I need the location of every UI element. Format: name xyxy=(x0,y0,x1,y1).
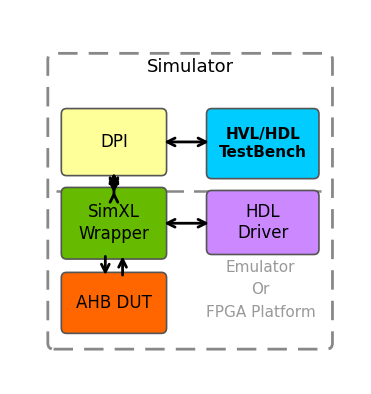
Text: Emulator
Or
FPGA Platform: Emulator Or FPGA Platform xyxy=(206,260,315,320)
FancyBboxPatch shape xyxy=(61,272,167,333)
FancyBboxPatch shape xyxy=(207,109,319,178)
FancyBboxPatch shape xyxy=(61,109,167,176)
Text: DPI: DPI xyxy=(100,133,128,151)
Text: SimXL
Wrapper: SimXL Wrapper xyxy=(79,203,150,243)
Text: AHB DUT: AHB DUT xyxy=(76,294,152,312)
Text: Simulator: Simulator xyxy=(147,58,234,76)
FancyBboxPatch shape xyxy=(61,188,167,259)
FancyBboxPatch shape xyxy=(207,190,319,255)
Text: HDL
Driver: HDL Driver xyxy=(237,203,288,242)
Text: HVL/HDL
TestBench: HVL/HDL TestBench xyxy=(219,127,307,160)
